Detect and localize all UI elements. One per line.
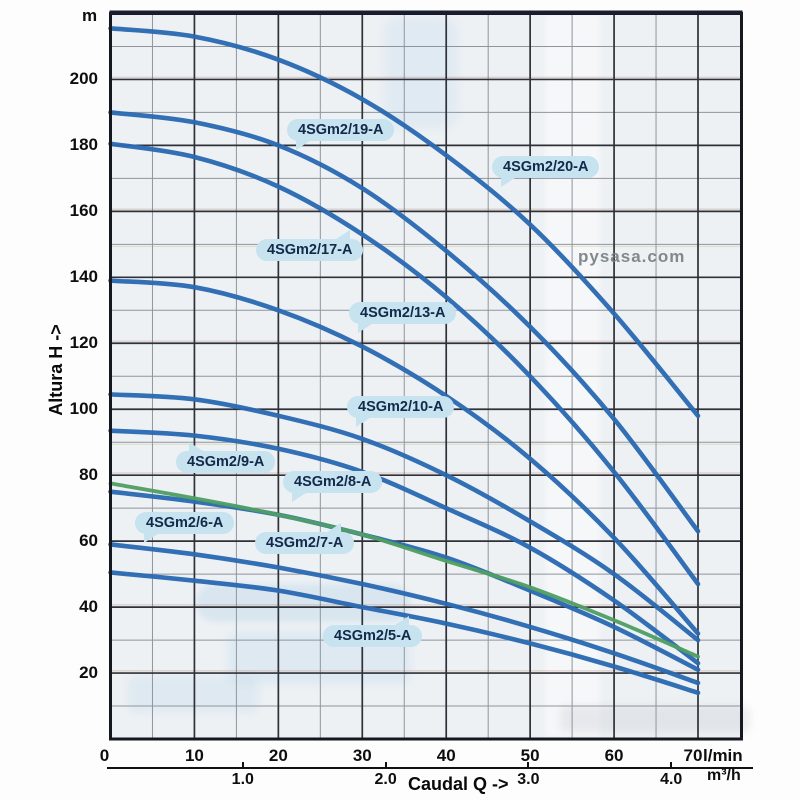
curve-label-4SGm2-20-A: 4SGm2/20-A	[492, 156, 600, 187]
x-tick-label: 10	[184, 746, 204, 765]
pump-curve-4SGm2-9-A	[108, 428, 701, 666]
curve-label-4SGm2-5-A: 4SGm2/5-A	[323, 616, 423, 647]
curve-label-tail	[292, 491, 309, 502]
secondary-tick-mark	[384, 762, 387, 769]
curve-label-tail	[392, 616, 410, 627]
x-axis-unit: l/min	[703, 746, 743, 765]
curve-label-4SGm2-8-A: 4SGm2/8-A	[283, 471, 383, 502]
pump-curve-4SGm2-20-A	[108, 26, 701, 419]
y-axis-title: Altura H ->	[46, 324, 66, 416]
x-tick-label: 0	[99, 746, 110, 765]
y-axis-unit: m	[82, 6, 98, 25]
x-tick-label: 40	[436, 746, 456, 765]
secondary-tick-label: 1.0	[231, 771, 254, 788]
curve-label-tail	[358, 322, 375, 333]
pump-curve-4SGm2-7-A	[108, 481, 700, 659]
x-tick-label: 70	[683, 746, 703, 765]
y-tick-label: 140	[69, 267, 98, 287]
y-tick-label: 100	[69, 399, 98, 419]
curve-label-tail	[189, 442, 206, 453]
pump-curve-4SGm2-10-A	[108, 392, 701, 643]
secondary-tick-mark	[241, 762, 244, 769]
x-tick-label: 30	[352, 746, 372, 765]
curve-label-tail	[296, 139, 313, 150]
y-tick-label: 180	[69, 135, 98, 155]
pump-curve-4SGm2-8-A	[108, 489, 701, 672]
secondary-tick-mark	[670, 762, 673, 769]
curve-label-4SGm2-17-A: 4SGm2/17-A	[256, 230, 364, 261]
curve-label-tail	[333, 230, 351, 241]
pump-curve-4SGm2-5-A	[108, 570, 701, 696]
curve-label-4SGm2-7-A: 4SGm2/7-A	[255, 523, 355, 554]
secondary-tick-label: 3.0	[517, 771, 540, 788]
curve-label-4SGm2-10-A: 4SGm2/10-A	[347, 396, 455, 427]
x-axis-title: Caudal Q ->	[408, 774, 509, 794]
y-tick-label: 200	[69, 69, 98, 89]
pump-curve-4SGm2-6-A	[108, 542, 701, 686]
y-tick-label: 40	[79, 597, 98, 617]
x-tick-label: 60	[604, 746, 624, 765]
watermark: pysasa.com	[578, 247, 686, 266]
curve-label-4SGm2-9-A: 4SGm2/9-A	[176, 442, 276, 473]
y-tick-label: 20	[79, 663, 98, 683]
secondary-tick-mark	[527, 762, 530, 769]
secondary-axis-line	[107, 767, 753, 769]
y-tick-label: 60	[79, 531, 98, 551]
y-tick-label: 120	[69, 333, 98, 353]
curve-label-4SGm2-13-A: 4SGm2/13-A	[349, 302, 457, 333]
curve-label-tail	[501, 176, 518, 187]
pump-curve-4SGm2-13-A	[108, 278, 701, 636]
x-tick-label: 50	[520, 746, 540, 765]
pump-curve-4SGm2-19-A	[108, 110, 701, 534]
curve-label-tail	[356, 416, 373, 427]
y-tick-label: 80	[79, 465, 98, 485]
curve-label-tail	[324, 523, 342, 534]
y-tick-label: 160	[69, 201, 98, 221]
curve-label-4SGm2-6-A: 4SGm2/6-A	[135, 512, 235, 543]
secondary-tick-label: 4.0	[660, 771, 683, 788]
x-tick-label: 20	[268, 746, 288, 765]
pump-curve-4SGm2-17-A	[108, 141, 701, 587]
secondary-tick-label: 2.0	[374, 771, 397, 788]
secondary-axis-unit: m³/h	[707, 767, 741, 784]
curve-label-4SGm2-19-A: 4SGm2/19-A	[287, 119, 395, 150]
curve-label-tail	[144, 532, 161, 543]
